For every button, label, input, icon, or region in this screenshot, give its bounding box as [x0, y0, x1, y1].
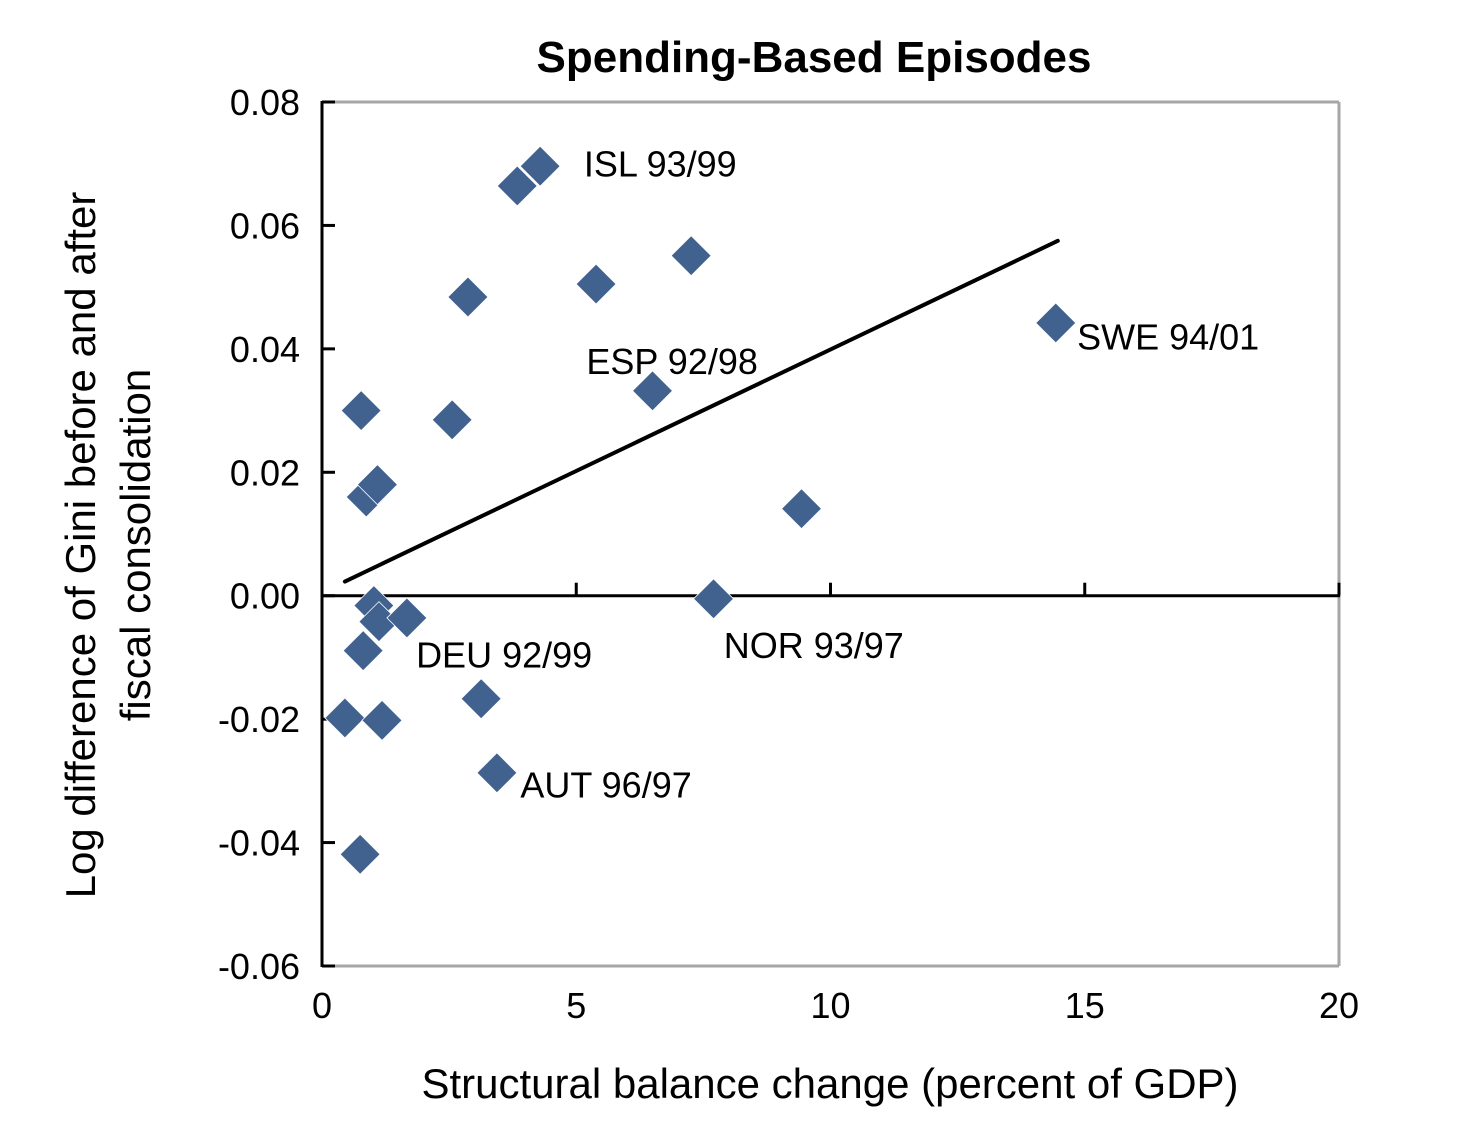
data-point: [460, 678, 502, 720]
x-tick-label: 20: [1319, 985, 1359, 1026]
x-axis-label: Structural balance change (percent of GD…: [421, 1060, 1238, 1107]
data-point: [496, 165, 538, 207]
y-tick-label: 0.08: [230, 82, 300, 123]
data-point: [692, 578, 735, 620]
y-axis-ticks: -0.06 -0.04 -0.02 0.00 0.02 0.04 0.06 0.08: [218, 82, 335, 987]
x-axis-ticks: 0 5 10 15 20: [312, 582, 1359, 1026]
y-tick-label: 0.02: [230, 452, 300, 493]
y-axis-label-line-2: fiscal consolidation: [112, 369, 159, 722]
point-label: NOR 93/97: [724, 625, 904, 666]
y-tick-label: -0.02: [218, 699, 300, 740]
y-tick-label: 0.00: [230, 576, 300, 617]
y-axis-label-line-1: Log difference of Gini before and after: [57, 192, 104, 899]
data-point: [670, 235, 712, 277]
trendline: [342, 238, 1060, 584]
data-point: [356, 464, 398, 506]
y-tick-label: 0.06: [230, 205, 300, 246]
plot-frame: [322, 100, 1341, 968]
trendline-group: [342, 238, 1060, 584]
y-tick-label: 0.04: [230, 329, 300, 370]
y-tick-label: -0.04: [218, 823, 300, 864]
point-label: ISL 93/99: [584, 144, 737, 185]
data-point: [575, 263, 617, 305]
data-point: [519, 145, 561, 187]
data-points: [324, 145, 1077, 875]
data-point: [386, 597, 428, 639]
x-tick-label: 5: [566, 985, 586, 1026]
chart-title: Spending-Based Episodes: [537, 33, 1092, 82]
data-point: [361, 699, 403, 741]
x-tick-label: 10: [810, 985, 850, 1026]
x-tick-label: 0: [312, 985, 332, 1026]
data-point: [342, 630, 384, 672]
data-point: [431, 399, 473, 441]
y-axis-label: Log difference of Gini before and after …: [57, 192, 159, 899]
point-label: AUT 96/97: [520, 765, 691, 806]
data-point: [476, 752, 518, 794]
data-point: [631, 370, 674, 412]
y-tick-label: -0.06: [218, 946, 300, 987]
data-point: [324, 697, 366, 739]
data-point: [447, 276, 489, 318]
data-point: [340, 390, 382, 432]
data-point: [1035, 302, 1077, 344]
axes: [320, 101, 1340, 967]
point-label: SWE 94/01: [1077, 317, 1259, 358]
point-label: ESP 92/98: [586, 341, 757, 382]
point-label: DEU 92/99: [416, 634, 592, 675]
data-point: [780, 488, 823, 530]
x-tick-label: 15: [1065, 985, 1105, 1026]
data-point: [339, 833, 381, 875]
point-annotations: ISL 93/99 ESP 92/98 SWE 94/01 DEU 92/99 NOR …: [416, 144, 1259, 806]
